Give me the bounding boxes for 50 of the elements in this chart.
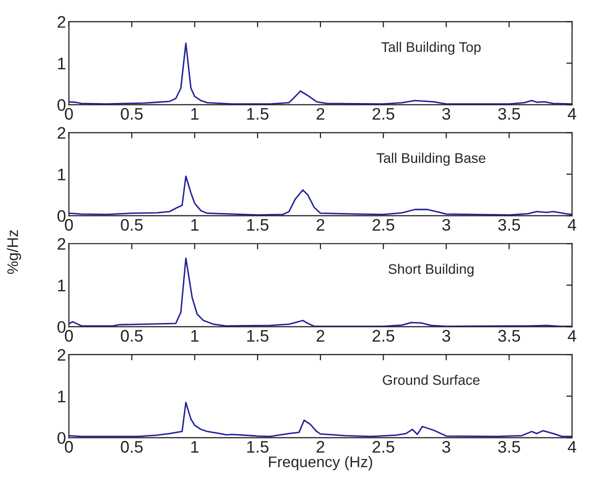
x-tick-label: 0.5 <box>120 330 143 342</box>
y-tick-label: 2 <box>58 238 66 250</box>
x-tick-label: 2.5 <box>372 330 394 342</box>
x-tick-label: 2 <box>316 218 324 231</box>
x-tick-label: 1.5 <box>247 330 268 342</box>
x-tick-label: 3 <box>442 440 450 453</box>
x-tick-label: 3.5 <box>498 330 520 342</box>
x-tick-label: 3 <box>442 108 450 120</box>
y-tick-label: 0 <box>57 99 66 111</box>
x-tick-label: 1 <box>191 330 198 342</box>
x-tick-label: 3.5 <box>498 108 520 120</box>
x-tick-label: 2 <box>316 440 324 453</box>
x-tick-label: 3.5 <box>498 440 520 453</box>
x-tick-label: 1.5 <box>247 441 268 453</box>
x-axis-title: Frequency (Hz) <box>269 456 372 470</box>
x-tick-label: 2 <box>316 108 324 120</box>
x-tick-label: 4 <box>568 219 576 231</box>
x-tick-label: 1 <box>191 108 198 120</box>
x-tick-label: 2.5 <box>372 108 394 120</box>
x-tick-label: 4 <box>568 441 576 453</box>
x-tick-label: 3.5 <box>498 218 520 231</box>
annotation: Tall Building Base <box>376 152 486 166</box>
y-tick-label: 1 <box>58 390 66 402</box>
y-tick-label: 1 <box>58 58 66 70</box>
x-tick-label: 0.5 <box>120 218 143 231</box>
annotation: Ground Surface <box>382 374 480 385</box>
y-tick-label: 2 <box>58 16 66 28</box>
x-tick-label: 1.5 <box>247 219 268 231</box>
y-tick-label: 1 <box>58 280 66 292</box>
x-tick-label: 0.5 <box>120 108 143 120</box>
y-axis-title: %g/Hz <box>6 230 22 274</box>
y-tick-label: 2 <box>58 349 66 361</box>
y-tick-label: 0 <box>57 210 66 222</box>
x-tick-label: 2.5 <box>372 440 394 453</box>
x-tick-label: 3 <box>442 218 450 231</box>
x-tick-label: 4 <box>568 108 576 120</box>
x-tick-label: 1 <box>191 219 198 231</box>
x-tick-label: 3 <box>442 330 450 342</box>
x-tick-label: 1 <box>191 441 198 453</box>
x-tick-label: 1.5 <box>247 108 268 120</box>
annotation: Short Building <box>388 264 474 277</box>
x-tick-label: 2 <box>316 330 324 342</box>
annotation: Tall Building Top <box>381 42 481 55</box>
x-tick-label: 2.5 <box>372 218 394 231</box>
y-tick-label: 0 <box>57 321 66 333</box>
y-tick-label: 0 <box>57 432 66 444</box>
x-tick-label: 4 <box>568 330 576 342</box>
x-tick-label: 0.5 <box>120 440 143 453</box>
y-tick-label: 1 <box>58 168 66 180</box>
y-tick-label: 2 <box>58 127 66 139</box>
